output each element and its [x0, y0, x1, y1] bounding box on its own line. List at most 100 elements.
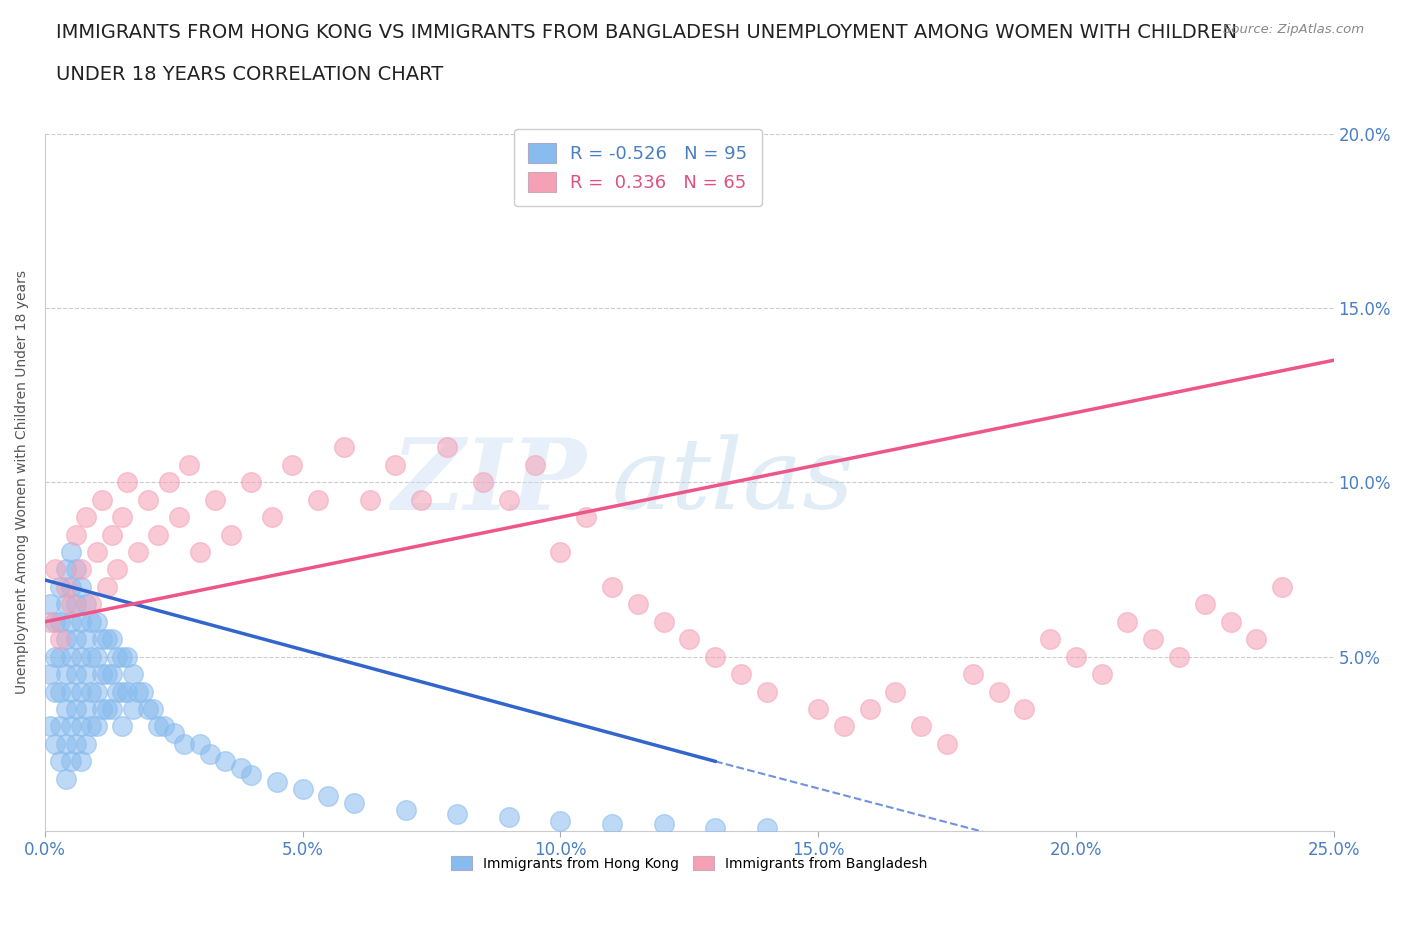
Point — [148, 719, 170, 734]
Point — [127, 684, 149, 699]
Point — [101, 527, 124, 542]
Point — [105, 684, 128, 699]
Point — [117, 475, 139, 490]
Point — [807, 701, 830, 716]
Point — [65, 737, 87, 751]
Point — [523, 458, 546, 472]
Point — [411, 492, 433, 507]
Point — [1168, 649, 1191, 664]
Point — [101, 701, 124, 716]
Point — [1142, 631, 1164, 646]
Point — [59, 649, 82, 664]
Point — [90, 631, 112, 646]
Point — [167, 510, 190, 525]
Point — [111, 684, 134, 699]
Point — [55, 597, 77, 612]
Point — [395, 803, 418, 817]
Point — [55, 562, 77, 577]
Point — [55, 631, 77, 646]
Point — [49, 684, 72, 699]
Point — [111, 510, 134, 525]
Point — [1219, 615, 1241, 630]
Text: Source: ZipAtlas.com: Source: ZipAtlas.com — [1223, 23, 1364, 36]
Point — [80, 719, 103, 734]
Point — [49, 579, 72, 594]
Point — [75, 737, 97, 751]
Point — [704, 649, 727, 664]
Point — [550, 813, 572, 828]
Point — [105, 649, 128, 664]
Point — [117, 684, 139, 699]
Point — [96, 579, 118, 594]
Point — [70, 649, 93, 664]
Point — [86, 719, 108, 734]
Point — [281, 458, 304, 472]
Point — [179, 458, 201, 472]
Text: ZIP: ZIP — [391, 434, 586, 531]
Point — [105, 562, 128, 577]
Point — [65, 701, 87, 716]
Point — [498, 810, 520, 825]
Point — [384, 458, 406, 472]
Point — [49, 649, 72, 664]
Point — [498, 492, 520, 507]
Point — [627, 597, 650, 612]
Point — [59, 597, 82, 612]
Point — [678, 631, 700, 646]
Point — [987, 684, 1010, 699]
Point — [652, 615, 675, 630]
Point — [859, 701, 882, 716]
Point — [1064, 649, 1087, 664]
Point — [111, 649, 134, 664]
Point — [80, 597, 103, 612]
Point — [86, 615, 108, 630]
Point — [163, 726, 186, 741]
Point — [65, 631, 87, 646]
Point — [136, 492, 159, 507]
Point — [70, 684, 93, 699]
Point — [121, 667, 143, 682]
Point — [96, 667, 118, 682]
Point — [39, 667, 62, 682]
Point — [291, 782, 314, 797]
Point — [148, 527, 170, 542]
Point — [59, 754, 82, 769]
Point — [219, 527, 242, 542]
Point — [962, 667, 984, 682]
Point — [652, 817, 675, 831]
Point — [755, 820, 778, 835]
Point — [214, 754, 236, 769]
Point — [39, 615, 62, 630]
Point — [359, 492, 381, 507]
Point — [55, 667, 77, 682]
Point — [65, 667, 87, 682]
Point — [70, 754, 93, 769]
Point — [121, 701, 143, 716]
Point — [49, 719, 72, 734]
Point — [472, 475, 495, 490]
Point — [152, 719, 174, 734]
Point — [1246, 631, 1268, 646]
Point — [111, 719, 134, 734]
Point — [59, 615, 82, 630]
Point — [117, 649, 139, 664]
Point — [44, 737, 66, 751]
Point — [910, 719, 932, 734]
Point — [70, 615, 93, 630]
Point — [343, 796, 366, 811]
Point — [204, 492, 226, 507]
Point — [55, 737, 77, 751]
Point — [575, 510, 598, 525]
Point — [132, 684, 155, 699]
Point — [188, 545, 211, 560]
Point — [86, 649, 108, 664]
Point — [86, 545, 108, 560]
Point — [436, 440, 458, 455]
Point — [59, 684, 82, 699]
Point — [65, 597, 87, 612]
Point — [55, 579, 77, 594]
Point — [90, 701, 112, 716]
Point — [1039, 631, 1062, 646]
Point — [86, 684, 108, 699]
Point — [39, 719, 62, 734]
